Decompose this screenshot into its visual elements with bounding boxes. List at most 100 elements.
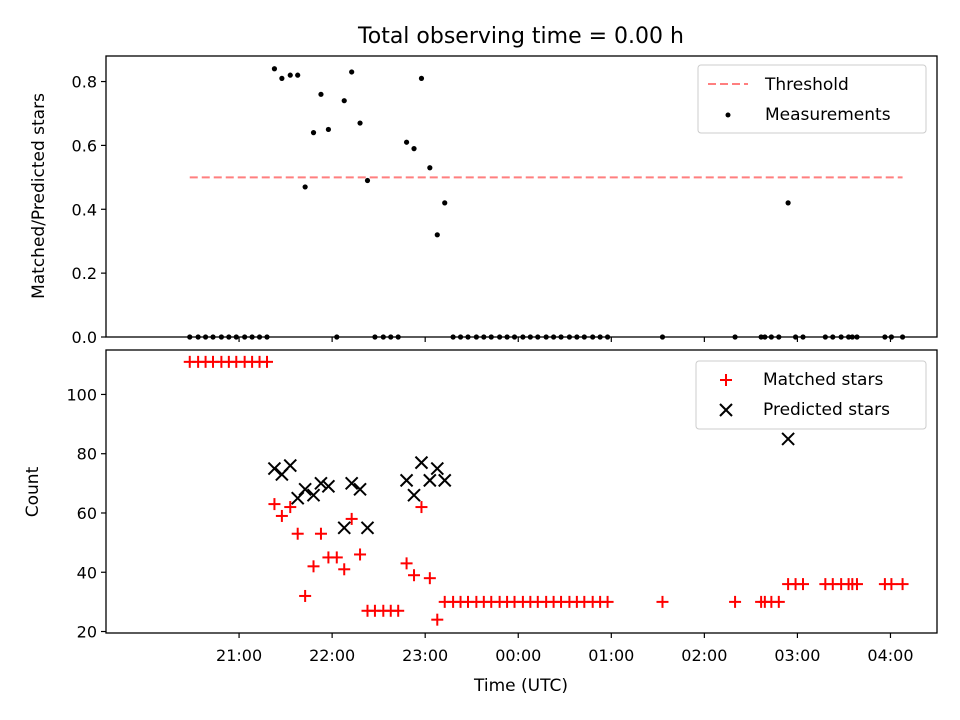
matched-star-point bbox=[268, 498, 281, 511]
matched-star-point bbox=[729, 595, 742, 608]
predicted-star-point bbox=[353, 482, 367, 496]
matched-star-point bbox=[314, 527, 327, 540]
bottom-y-tick-label: 80 bbox=[77, 445, 97, 464]
matched-star-point bbox=[885, 578, 898, 591]
measurement-point bbox=[310, 130, 317, 136]
measurement-point bbox=[318, 91, 324, 97]
measurement-point bbox=[279, 75, 285, 81]
bottom-x-tick-label: 00:00 bbox=[495, 646, 541, 665]
matched-stars-legend-label: Matched stars bbox=[763, 370, 883, 390]
measurement-point bbox=[341, 98, 347, 104]
predicted-star-point bbox=[267, 461, 282, 476]
predicted-star-point bbox=[414, 455, 429, 470]
matched-star-point bbox=[345, 512, 358, 525]
measurement-point bbox=[271, 66, 278, 72]
top-y-tick-label: 0.0 bbox=[72, 328, 97, 347]
measurement-point bbox=[302, 184, 308, 190]
predicted-star-point bbox=[337, 521, 351, 535]
top-axes-frame bbox=[105, 55, 938, 338]
bottom-x-tick-label: 23:00 bbox=[402, 646, 448, 665]
threshold-legend-label: Threshold bbox=[764, 75, 849, 95]
matched-star-point bbox=[338, 563, 351, 576]
matched-star-point bbox=[423, 572, 436, 585]
top-legend: Threshold Measurements bbox=[697, 64, 927, 134]
bottom-x-tick-label: 03:00 bbox=[774, 646, 820, 665]
predicted-star-point bbox=[399, 473, 414, 488]
matched-stars-legend-marker bbox=[720, 374, 732, 386]
matched-star-point bbox=[415, 501, 428, 514]
bottom-y-ticks: 20 40 60 80 100 bbox=[66, 385, 106, 642]
predicted-stars-legend-marker bbox=[719, 403, 733, 417]
bottom-y-tick-label: 40 bbox=[77, 563, 97, 582]
top-y-tick-label: 0.2 bbox=[72, 264, 97, 283]
matched-star-point bbox=[772, 595, 785, 608]
predicted-star-point bbox=[290, 491, 305, 505]
predicted-star-point bbox=[360, 521, 375, 535]
measurements-legend-marker bbox=[725, 112, 731, 118]
predicted-star-point bbox=[438, 473, 452, 488]
measurement-point bbox=[785, 200, 791, 206]
matched-star-point bbox=[284, 501, 297, 514]
bottom-y-tick-label: 100 bbox=[66, 385, 97, 404]
matched-star-point bbox=[896, 578, 909, 591]
bottom-x-tick-label: 21:00 bbox=[216, 646, 262, 665]
predicted-star-point bbox=[430, 461, 444, 476]
matched-star-point bbox=[307, 560, 320, 573]
measurement-point bbox=[287, 72, 293, 78]
matched-star-point bbox=[354, 548, 367, 561]
predicted-star-point bbox=[283, 458, 297, 473]
bottom-x-tick-label: 02:00 bbox=[681, 646, 727, 665]
bottom-x-axis-label: Time (UTC) bbox=[473, 676, 568, 696]
bottom-legend-box bbox=[695, 360, 927, 430]
matched-star-point bbox=[400, 557, 413, 570]
bottom-x-tick-label: 01:00 bbox=[588, 646, 634, 665]
bottom-x-ticks: 21:00 22:00 23:00 00:00 01:00 02:00 03:00 04:00 bbox=[216, 633, 914, 665]
measurement-point bbox=[403, 139, 410, 145]
matched-star-point bbox=[299, 589, 312, 602]
matched-star-point bbox=[275, 509, 288, 522]
measurement-point bbox=[418, 75, 425, 81]
bottom-x-tick-label: 22:00 bbox=[309, 646, 355, 665]
matched-star-point bbox=[260, 355, 273, 368]
measurement-point bbox=[427, 165, 433, 171]
measurement-point bbox=[442, 200, 448, 206]
measurement-point bbox=[325, 126, 332, 133]
predicted-star-point bbox=[344, 476, 359, 491]
matched-star-point bbox=[291, 527, 304, 540]
predicted-star-point bbox=[298, 482, 312, 496]
bottom-plot-area bbox=[183, 355, 909, 626]
matched-star-point bbox=[656, 595, 669, 608]
top-y-axis-label: Matched/Predicted stars bbox=[29, 93, 49, 299]
bottom-axes-frame bbox=[105, 349, 938, 634]
measurement-point bbox=[295, 72, 301, 78]
predicted-star-point bbox=[321, 479, 336, 494]
predicted-stars-legend-label: Predicted stars bbox=[763, 400, 890, 420]
measurement-point bbox=[434, 232, 440, 238]
matched-star-point bbox=[850, 578, 863, 591]
bottom-y-tick-label: 20 bbox=[77, 623, 97, 642]
matched-star-point bbox=[601, 595, 614, 608]
predicted-star-point bbox=[306, 488, 321, 502]
top-x-ticks bbox=[238, 337, 892, 342]
predicted-star-point bbox=[314, 476, 328, 491]
measurement-point bbox=[349, 69, 355, 75]
matched-star-point bbox=[330, 551, 343, 564]
bottom-y-axis-label: Count bbox=[23, 466, 43, 517]
measurements-legend-label: Measurements bbox=[765, 105, 891, 125]
top-legend-box bbox=[697, 64, 927, 134]
predicted-star-point bbox=[423, 473, 437, 488]
top-y-tick-label: 0.6 bbox=[72, 136, 97, 155]
bottom-y-tick-label: 60 bbox=[77, 504, 97, 523]
measurement-point bbox=[411, 146, 417, 152]
matched-star-point bbox=[408, 569, 421, 582]
predicted-star-point bbox=[407, 488, 421, 502]
measurement-point bbox=[357, 120, 363, 126]
top-y-ticks: 0.0 0.2 0.4 0.6 0.8 bbox=[72, 73, 106, 347]
predicted-star-point bbox=[781, 432, 795, 446]
bottom-x-tick-label: 04:00 bbox=[867, 646, 913, 665]
top-y-tick-label: 0.4 bbox=[72, 200, 97, 219]
bottom-legend: Matched stars Predicted stars bbox=[695, 360, 927, 430]
top-y-tick-label: 0.8 bbox=[72, 73, 97, 92]
matched-star-point bbox=[392, 604, 405, 617]
